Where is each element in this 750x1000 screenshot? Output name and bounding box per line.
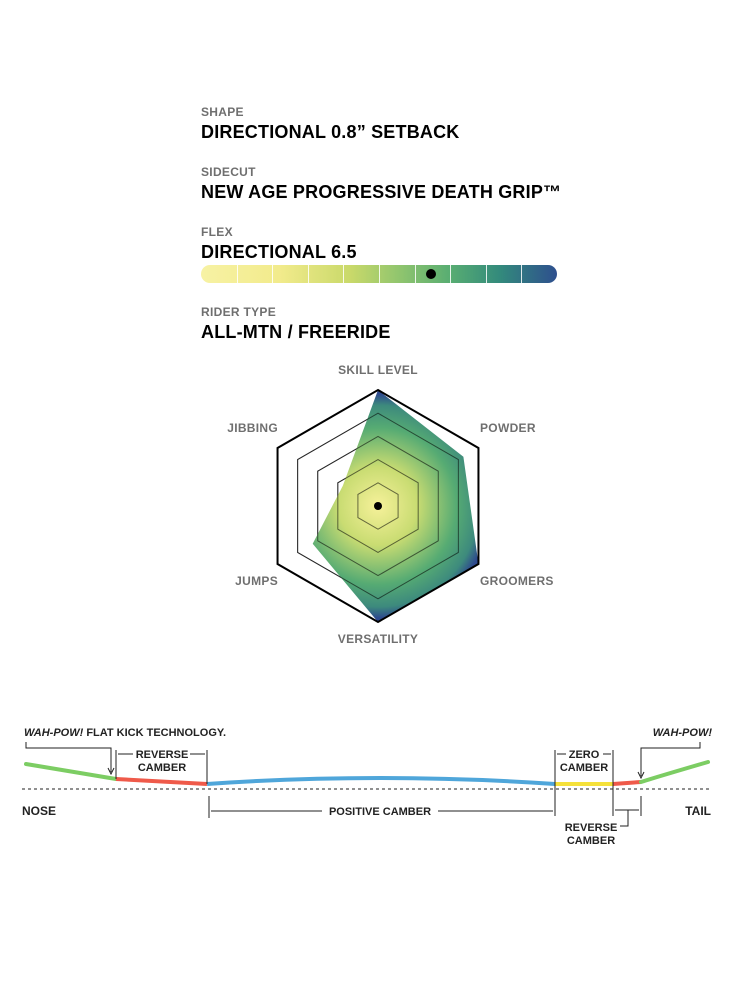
reverse-camber-nose-segment	[115, 777, 208, 786]
positive-camber-segment	[206, 776, 556, 786]
rider-type-value: ALL-MTN / FREERIDE	[201, 322, 391, 342]
reverse-camber-left-line2: CAMBER	[138, 762, 186, 774]
flex-bar-tick	[414, 265, 416, 283]
shape-value: DIRECTIONAL 0.8” SETBACK	[201, 122, 460, 142]
flex-value: DIRECTIONAL 6.5	[201, 242, 357, 262]
wahpow-right-arrow	[637, 771, 645, 780]
positive-camber-label: POSITIVE CAMBER	[329, 806, 431, 818]
flex-bar-tick	[236, 265, 238, 283]
flex-bar-tick	[307, 265, 309, 283]
flex-bar-tick	[379, 265, 380, 283]
flex-rating-marker	[425, 269, 436, 279]
reverse-right-leader	[620, 810, 629, 827]
flex-bar-tick	[485, 265, 487, 283]
nose-label: NOSE	[22, 804, 56, 818]
radar-label-powder: POWDER	[480, 421, 536, 435]
wahpow-left-leader	[25, 742, 112, 772]
radar-grid-ring	[297, 412, 459, 600]
reverse-camber-right-line1: REVERSE	[565, 822, 618, 834]
sidecut-spec: SIDECUT NEW AGE PROGRESSIVE DEATH GRIP™	[201, 165, 561, 203]
flex-bar-tick	[343, 265, 345, 283]
zero-camber-line2: CAMBER	[560, 762, 608, 774]
wahpow-left-arrow	[107, 767, 115, 776]
flex-rating-bar	[201, 265, 557, 283]
reverse-camber-left-line1: REVERSE	[136, 749, 189, 761]
shape-label: SHAPE	[201, 105, 244, 119]
flex-bar-tick	[521, 265, 523, 283]
reverse-camber-tail-segment	[612, 780, 642, 786]
rider-type-label: RIDER TYPE	[201, 305, 277, 319]
flex-bar-tick	[272, 265, 274, 283]
radar-label-versatility: VERSATILITY	[338, 632, 418, 646]
radar-rating-area	[312, 390, 479, 622]
radar-label-skill-level: SKILL LEVEL	[338, 363, 418, 377]
radar-grid-ring	[337, 459, 419, 553]
rider-type-spec: RIDER TYPE ALL-MTN / FREERIDE	[201, 305, 391, 343]
radar-grid-ring	[317, 435, 439, 577]
radar-label-jumps: JUMPS	[235, 574, 278, 588]
flat-kick-nose-segment	[24, 762, 118, 781]
radar-outer-hexagon	[276, 388, 480, 624]
radar-grid-overlay	[297, 412, 459, 600]
wahpow-right-leader	[640, 742, 701, 776]
flex-bar-tick	[450, 265, 452, 283]
zero-camber-line1: ZERO	[569, 749, 600, 761]
flex-spec: FLEX DIRECTIONAL 6.5	[201, 225, 357, 263]
radar-grid-ring	[357, 482, 399, 530]
tail-label: TAIL	[685, 804, 711, 818]
shape-spec: SHAPE DIRECTIONAL 0.8” SETBACK	[201, 105, 460, 143]
wahpow-right-label: WAH-POW!	[653, 727, 713, 739]
flat-kick-tail-segment	[639, 760, 710, 784]
radar-label-jibbing: JIBBING	[227, 421, 278, 435]
radar-center-dot	[374, 502, 382, 510]
flex-label: FLEX	[201, 225, 233, 239]
wahpow-left-label: WAH-POW! FLAT KICK TECHNOLOGY.	[24, 727, 226, 739]
reverse-camber-right-line2: CAMBER	[567, 835, 615, 847]
sidecut-value: NEW AGE PROGRESSIVE DEATH GRIP™	[201, 182, 562, 202]
radar-label-groomers: GROOMERS	[480, 574, 554, 588]
sidecut-label: SIDECUT	[201, 165, 256, 179]
